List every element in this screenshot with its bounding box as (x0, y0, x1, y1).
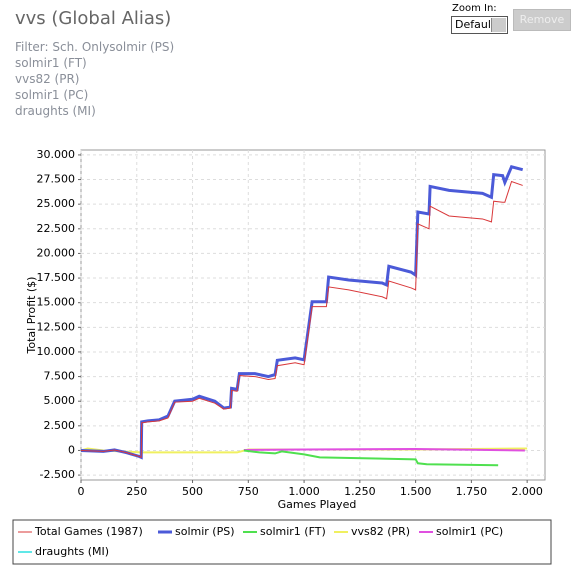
series-line (80, 180, 523, 459)
legend-label: draughts (MI) (35, 545, 109, 558)
filter: draughts (MI) (15, 104, 96, 118)
legend-label: solmir (PS) (175, 525, 235, 538)
legend-label: Total Games (1987) (34, 525, 143, 538)
y-tick-label: 10.000 (37, 345, 76, 358)
legend (12, 519, 552, 565)
y-tick-label: 30.000 (37, 148, 76, 161)
y-tick-label: 2.500 (44, 419, 76, 432)
series-line (243, 449, 499, 467)
series-line (243, 447, 525, 452)
y-tick-label: 7.500 (44, 370, 76, 383)
y-tick-label: 5.000 (44, 394, 76, 407)
x-tick-label: 0 (78, 485, 85, 498)
y-tick-label: 27.500 (37, 173, 76, 186)
y-tick-label: 25.000 (37, 197, 76, 210)
legend-label: solmir1 (PC) (436, 525, 503, 538)
title: vvs (Global Alias) (15, 8, 172, 29)
x-tick-label: 1.500 (400, 485, 432, 498)
filter: solmir1 (PC) (15, 88, 89, 102)
y-tick-label: 12.500 (37, 320, 76, 333)
filter: vvs82 (PR) (15, 72, 80, 86)
y-tick-label: 22.500 (37, 222, 76, 235)
remove-button[interactable]: Remove (513, 9, 571, 31)
zoom-label: Zoom In: (452, 3, 497, 14)
legend-label: vvs82 (PR) (351, 525, 410, 538)
filter: solmir1 (FT) (15, 56, 87, 70)
y-tick-label: 17.500 (37, 271, 76, 284)
y-tick-label: 0 (68, 443, 75, 456)
legend-label: solmir1 (FT) (260, 525, 326, 538)
x-tick-label: 2.000 (511, 485, 543, 498)
y-tick-label: -2.500 (40, 468, 75, 481)
zoom-select[interactable]: Default (451, 16, 508, 34)
zoom-value: Default (455, 18, 496, 31)
x-tick-label: 500 (182, 485, 203, 498)
y-axis-label: Total Profit ($) (25, 277, 38, 355)
series-line (80, 164, 524, 460)
y-tick-label: 15.000 (37, 296, 76, 309)
x-tick-label: 1.250 (344, 485, 376, 498)
x-tick-label: 1.750 (456, 485, 488, 498)
x-tick-label: 250 (126, 485, 147, 498)
select-arrow (491, 18, 506, 32)
x-tick-label: 750 (238, 485, 259, 498)
filter: Filter: Sch. Onlysolmir (PS) (15, 40, 175, 54)
x-tick-label: 1.000 (288, 485, 320, 498)
x-axis-label: Games Played (278, 498, 357, 511)
y-tick-label: 20.000 (37, 246, 76, 259)
plot-area (80, 149, 546, 481)
